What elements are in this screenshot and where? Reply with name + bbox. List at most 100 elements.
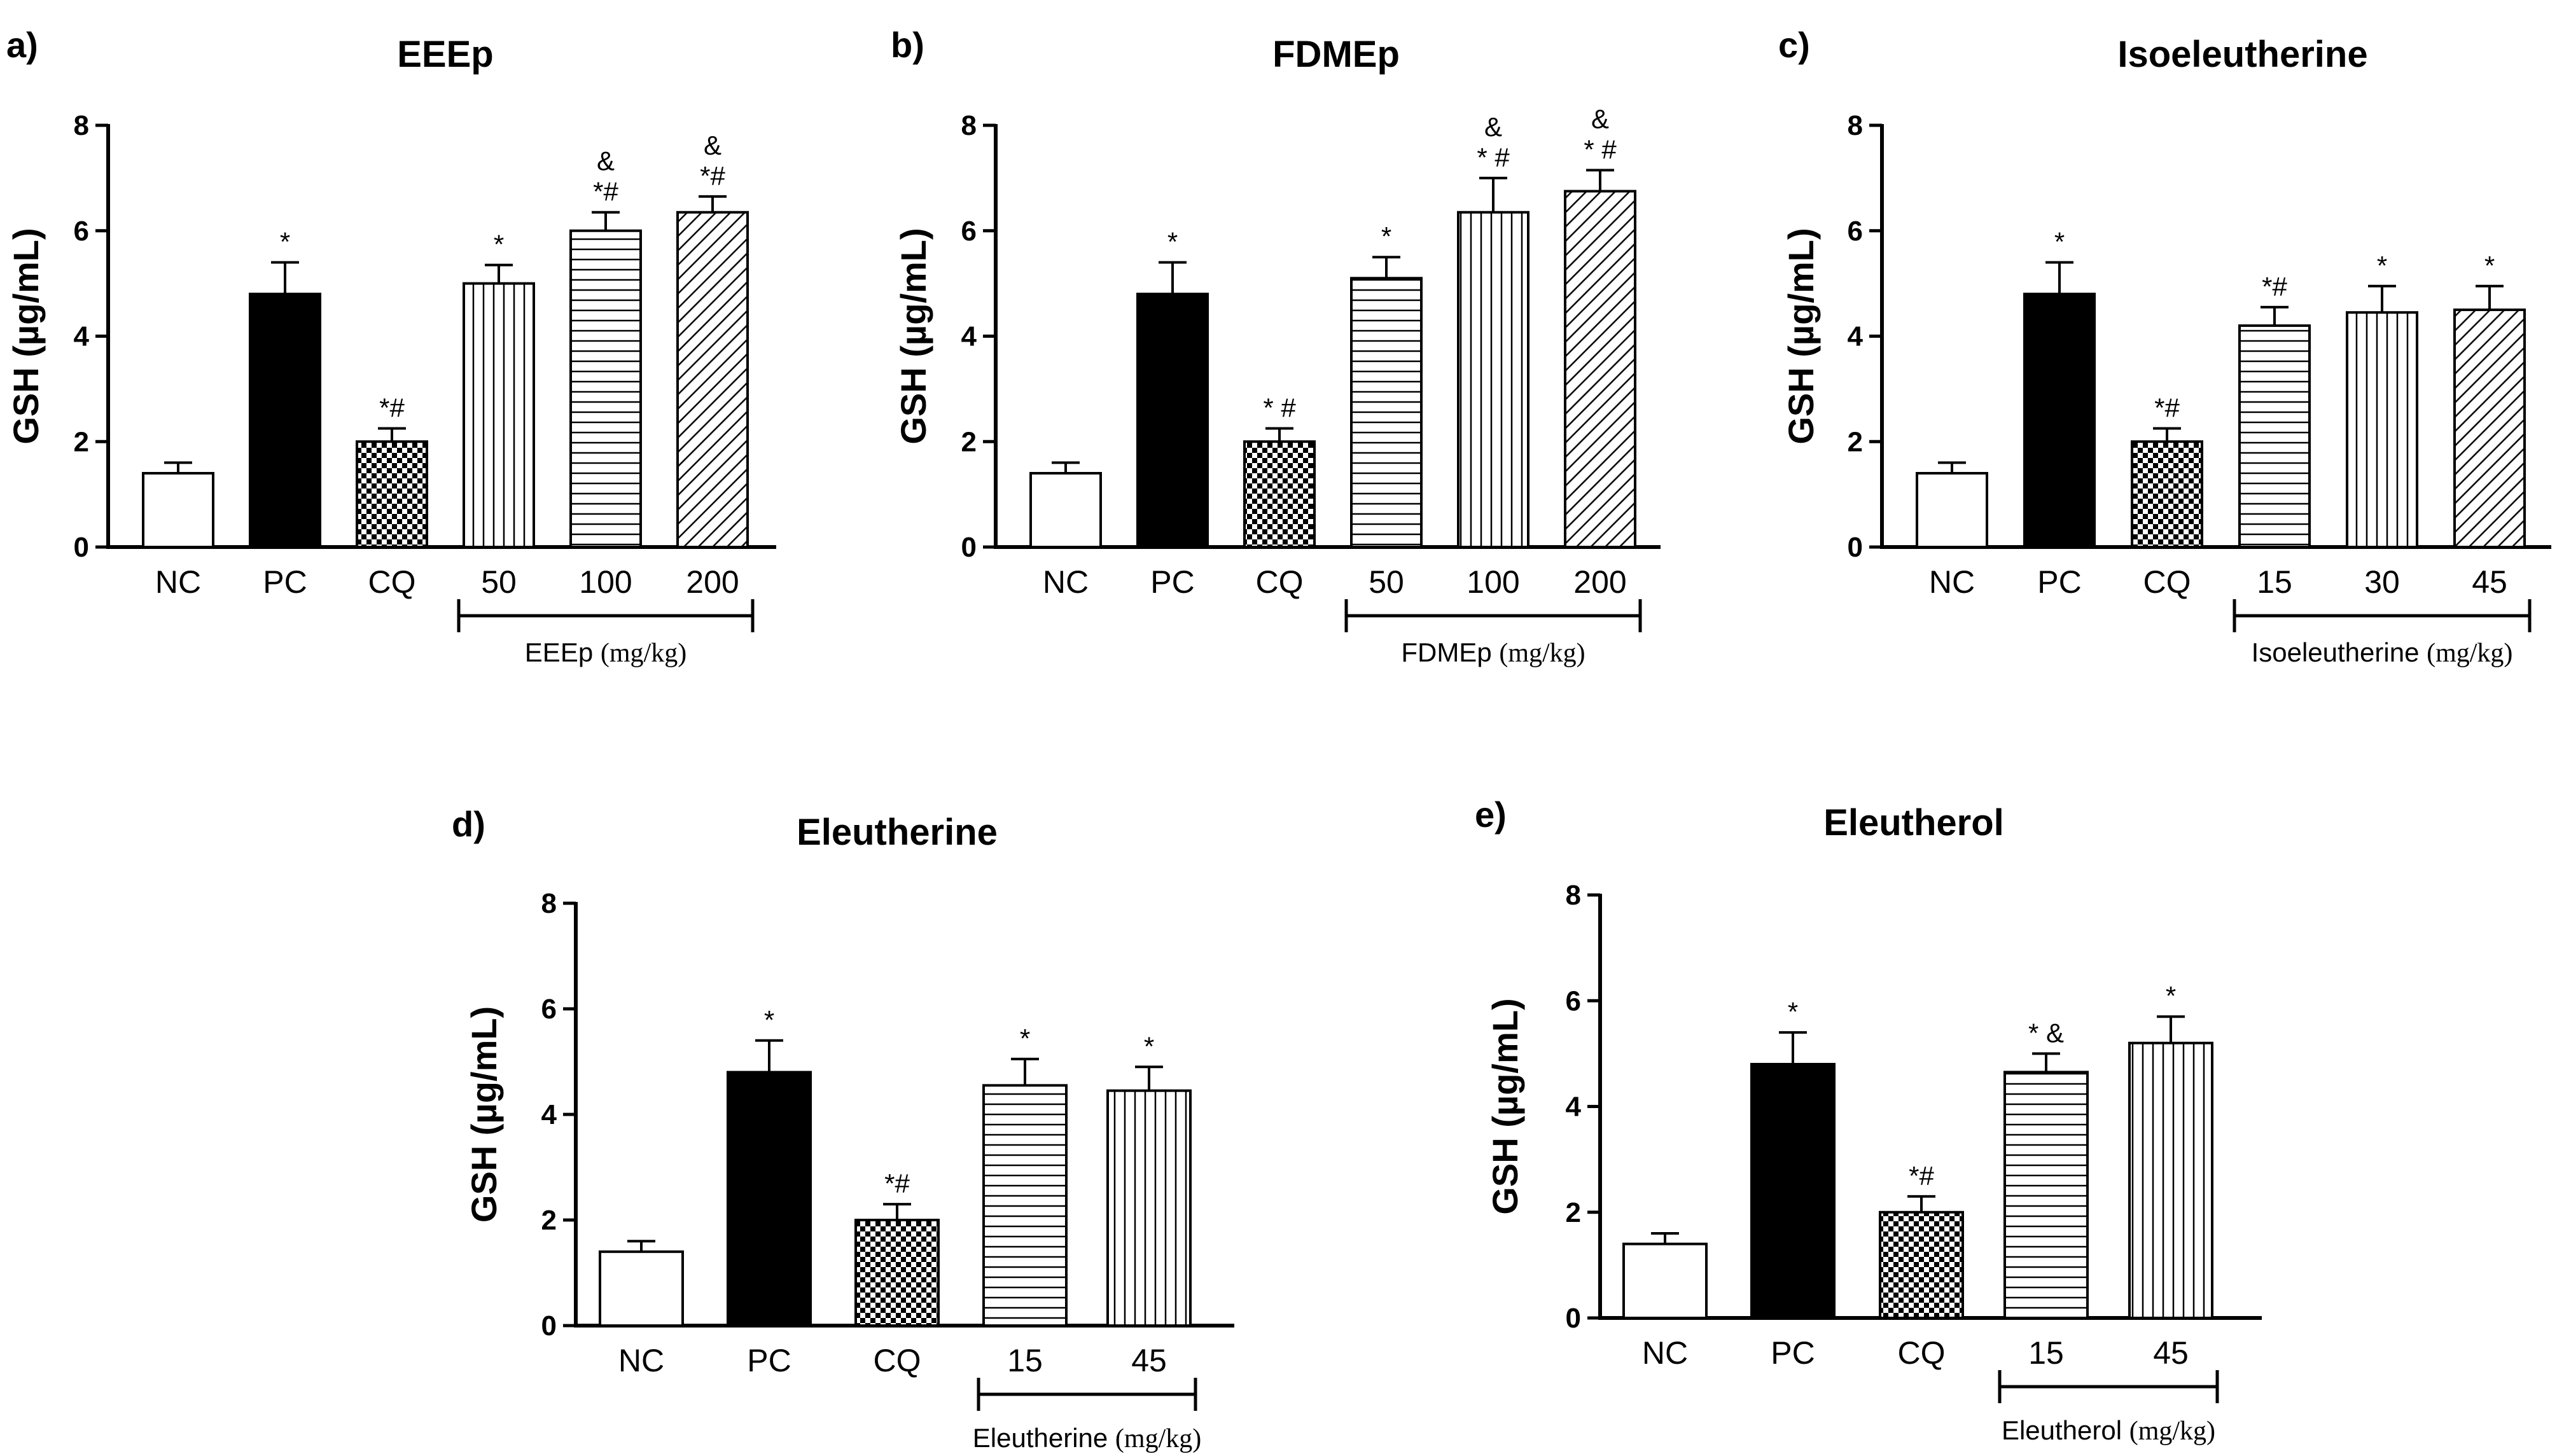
y-tick-label: 4 — [1848, 321, 1864, 352]
y-tick-label: 0 — [541, 1310, 557, 1342]
significance-annotation: *# — [1909, 1161, 1934, 1191]
bar-50 — [1350, 277, 1423, 548]
chart-panel-4: d) Eleutherine 0 2 4 6 8 GSH (µg/mL) NC * PC *# CQ * 1… — [452, 804, 1234, 1453]
x-tick-label: 45 — [1131, 1343, 1167, 1378]
y-axis-label: GSH (µg/mL) — [1781, 228, 1821, 444]
bar-CQ — [1879, 1210, 1964, 1319]
significance-annotation: * — [1020, 1023, 1030, 1053]
bar-PC — [727, 1071, 812, 1327]
chart-title: Eleutherol — [1823, 802, 2004, 843]
x-tick-label: CQ — [2143, 564, 2191, 600]
bar-50 — [463, 282, 535, 548]
panel-label: b) — [891, 25, 924, 65]
y-tick-label: 8 — [1566, 880, 1581, 911]
y-tick-label: 8 — [541, 888, 557, 919]
significance-annotation: & — [1591, 104, 1609, 134]
group-unit: (mg/kg) — [2427, 639, 2512, 668]
y-tick-label: 0 — [961, 532, 977, 563]
group-label: FDMEp (mg/kg) — [1401, 637, 1585, 668]
x-tick-label: 15 — [2257, 564, 2292, 600]
group-name: Isoeleutherine — [2252, 637, 2427, 667]
x-tick-label: 30 — [2364, 564, 2400, 600]
x-tick-label: 15 — [1007, 1343, 1043, 1378]
bar-45 — [2453, 309, 2526, 548]
x-tick-label: PC — [747, 1343, 791, 1378]
y-tick-label: 8 — [74, 110, 89, 141]
bar-CQ — [2131, 440, 2203, 548]
significance-annotation: * & — [2028, 1018, 2064, 1048]
significance-annotation: * — [2484, 251, 2495, 281]
bar-CQ — [1243, 440, 1316, 548]
y-tick-label: 2 — [541, 1205, 557, 1236]
chart-title: Isoeleutherine — [2117, 34, 2367, 75]
significance-annotation: * — [2377, 251, 2387, 281]
x-tick-label: CQ — [1898, 1335, 1946, 1371]
significance-annotation: * — [764, 1005, 774, 1035]
group-label: EEEp (mg/kg) — [525, 637, 686, 668]
y-tick-label: 0 — [1848, 532, 1863, 563]
x-tick-label: PC — [1150, 564, 1194, 600]
bar-45 — [1106, 1089, 1192, 1328]
bar-100 — [1457, 211, 1529, 548]
x-tick-label: 50 — [1369, 564, 1404, 600]
x-tick-label: NC — [1043, 564, 1089, 600]
bar-NC — [599, 1250, 684, 1328]
y-tick-label: 4 — [74, 321, 90, 352]
chart-title: FDMEp — [1272, 34, 1400, 75]
x-tick-label: CQ — [1256, 564, 1304, 600]
y-tick-label: 6 — [1566, 985, 1581, 1016]
y-axis-label: GSH (µg/mL) — [1485, 998, 1525, 1214]
y-tick-label: 6 — [74, 216, 89, 247]
y-axis-label: GSH (µg/mL) — [893, 228, 933, 444]
significance-annotation: *# — [700, 161, 725, 191]
significance-annotation: & — [1484, 112, 1502, 142]
bar-NC — [1622, 1242, 1708, 1319]
chart-panel-3: c) Isoeleutherine 0 2 4 6 8 GSH (µg/mL) NC * PC *# C… — [1778, 25, 2551, 668]
bar-PC — [2023, 293, 2096, 548]
significance-annotation: & — [597, 146, 615, 176]
x-tick-label: 15 — [2028, 1335, 2064, 1371]
group-name: FDMEp — [1401, 637, 1499, 667]
x-tick-label: NC — [1642, 1335, 1688, 1371]
significance-annotation: *# — [379, 393, 405, 423]
x-tick-label: NC — [618, 1343, 664, 1378]
x-tick-label: 200 — [1573, 564, 1626, 600]
y-tick-label: 4 — [541, 1099, 557, 1130]
bar-NC — [1029, 471, 1102, 548]
x-tick-label: NC — [155, 564, 201, 600]
significance-annotation: *# — [593, 177, 618, 207]
significance-annotation: *# — [2262, 272, 2287, 302]
y-tick-label: 2 — [1566, 1197, 1581, 1228]
y-tick-label: 0 — [74, 532, 89, 563]
panel-label: c) — [1778, 25, 1810, 65]
bar-PC — [249, 293, 321, 548]
significance-annotation: * — [494, 230, 504, 260]
significance-annotation: * — [1381, 221, 1391, 251]
significance-annotation: * # — [1584, 134, 1617, 164]
bar-15 — [2003, 1071, 2089, 1319]
y-tick-label: 8 — [1848, 110, 1863, 141]
bar-15 — [2238, 324, 2311, 548]
group-unit: (mg/kg) — [1499, 639, 1585, 668]
bar-NC — [142, 471, 214, 548]
x-tick-label: CQ — [874, 1343, 921, 1378]
bar-15 — [982, 1084, 1068, 1327]
significance-annotation: * # — [1263, 393, 1296, 423]
bar-200 — [676, 211, 749, 548]
significance-annotation: * — [1788, 997, 1798, 1027]
y-tick-label: 0 — [1566, 1303, 1581, 1334]
group-unit: (mg/kg) — [2129, 1417, 2215, 1446]
group-label: Eleutherine (mg/kg) — [973, 1423, 1201, 1453]
significance-annotation: * — [1144, 1031, 1154, 1061]
y-tick-label: 6 — [961, 216, 977, 247]
x-tick-label: PC — [2037, 564, 2081, 600]
group-unit: (mg/kg) — [1115, 1424, 1201, 1453]
x-tick-label: 50 — [481, 564, 517, 600]
y-tick-label: 4 — [1566, 1092, 1582, 1123]
y-axis-label: GSH (µg/mL) — [6, 228, 46, 444]
panel-label: a) — [6, 25, 38, 65]
y-tick-label: 6 — [1848, 216, 1863, 247]
x-tick-label: 100 — [579, 564, 632, 600]
